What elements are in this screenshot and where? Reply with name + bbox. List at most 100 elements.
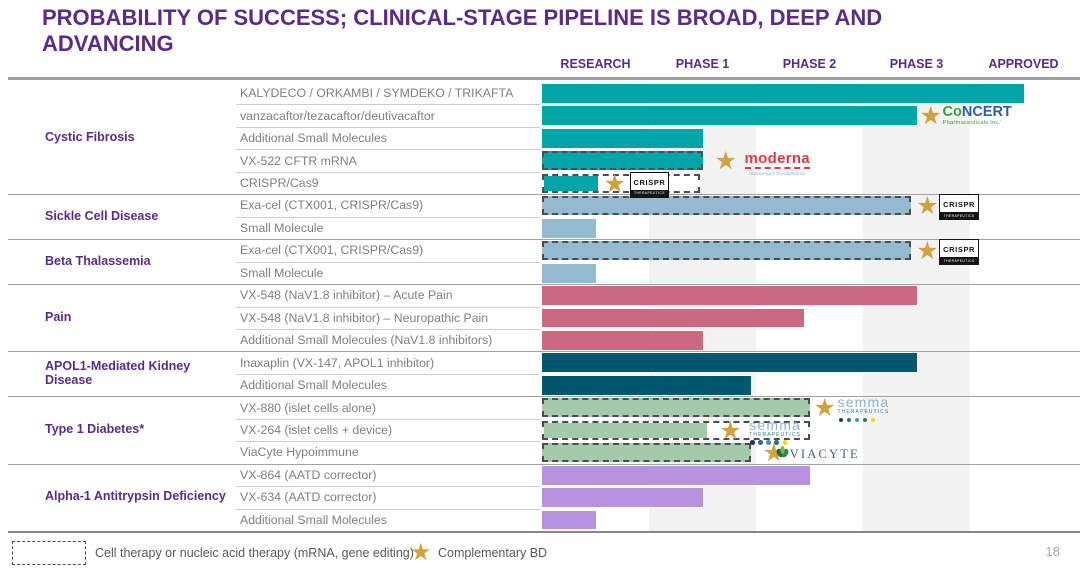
group-divider-line: [8, 396, 1080, 398]
pipeline-bar: [542, 465, 810, 485]
crispr-logo-name: CRISPR: [943, 200, 976, 210]
crispr-logo-name: CRISPR: [633, 177, 666, 187]
semma-dot: [750, 440, 755, 445]
pipeline-bar: [542, 330, 703, 350]
program-label: KALYDECO / ORKAMBI / SYMDEKO / TRIKAFTA: [240, 86, 514, 101]
program-label: Additional Small Molecules (NaV1.8 inhib…: [240, 333, 493, 348]
program-label: Additional Small Molecules: [240, 378, 387, 393]
semma-logo-subtext: THERAPEUTICS: [837, 409, 890, 416]
pipeline-chart: Cystic Fibrosis KALYDECO / ORKAMBI / SYMD…: [0, 82, 1080, 533]
crispr-logo-subtext: THERAPEUTICS: [940, 257, 979, 265]
group-divider-line: [8, 194, 1080, 196]
program-label: VX-264 (islet cells + device): [240, 422, 393, 437]
pipeline-bar-fill: [544, 422, 708, 438]
page-number: 18: [1045, 544, 1060, 559]
legend-complementary-bd-label: Complementary BD: [438, 546, 548, 560]
program-separator-line: [236, 486, 540, 488]
crispr-logo-subtext: THERAPEUTICS: [630, 189, 669, 197]
semma-logo-dots: [750, 440, 788, 445]
semma-therapeutics-logo: semma THERAPEUTICS: [837, 395, 890, 423]
semma-logo-name: semma: [749, 416, 802, 433]
pipeline-bar: [542, 353, 917, 373]
disease-label-type-1-diabetes-: Type 1 Diabetes*: [45, 422, 145, 437]
viacyte-logo-name: VIACYTE: [789, 447, 860, 462]
disease-label-pain: Pain: [45, 309, 72, 324]
program-label: Additional Small Molecules: [240, 512, 387, 527]
pipeline-bar: [542, 218, 596, 238]
semma-dot: [854, 417, 860, 423]
slide-title-line: PROBABILITY OF SUCCESS; CLINICAL-STAGE P…: [42, 5, 883, 30]
crispr-logo-name: CRISPR: [943, 245, 976, 255]
program-separator-line: [236, 441, 540, 443]
viacyte-logo: VIACYTE: [776, 445, 860, 464]
viacyte-leaf-icon: [776, 445, 789, 464]
disease-label-alpha-1-antitrypsin-deficiency: Alpha-1 Antitrypsin Deficiency: [45, 489, 226, 504]
disease-label-cystic-fibrosis: Cystic Fibrosis: [45, 130, 135, 145]
pipeline-bar: [542, 375, 751, 395]
program-separator-line: [236, 373, 540, 375]
disease-label-sickle-cell-disease: Sickle Cell Disease: [45, 208, 159, 223]
program-separator-line: [236, 171, 540, 173]
complementary-bd-star-icon: ★: [919, 102, 942, 131]
legend-dashed-box-icon: [12, 541, 86, 565]
program-separator-line: [236, 328, 540, 330]
column-header-phase-3: PHASE 3: [889, 57, 944, 71]
concert-logo-subtext: Pharmaceuticals Inc.’: [942, 120, 1002, 127]
semma-dot: [782, 440, 788, 445]
pipeline-bar: [542, 308, 805, 328]
program-label: Exa-cel (CTX001, CRISPR/Cas9): [240, 243, 424, 258]
moderna-logo: moderna messenger therapeutics: [744, 150, 810, 176]
pipeline-bar-fill: [544, 175, 598, 191]
program-label: CRISPR/Cas9: [240, 176, 319, 191]
pipeline-bar: [542, 443, 751, 463]
legend-cell-therapy-label: Cell therapy or nucleic acid therapy (mR…: [95, 546, 414, 560]
program-separator-line: [236, 508, 540, 510]
legend-star-icon: ★: [410, 539, 432, 566]
complementary-bd-star-icon: ★: [714, 147, 737, 176]
complementary-bd-star-icon: ★: [916, 192, 939, 221]
concert-logo-name: CoNCERT: [942, 104, 1012, 121]
program-label: VX-548 (NaV1.8 inhibitor) – Acute Pain: [240, 288, 453, 303]
semma-logo-subtext: THERAPEUTICS: [749, 431, 801, 438]
pipeline-bar: [542, 106, 917, 126]
complementary-bd-star-icon: ★: [916, 237, 939, 266]
semma-dot: [774, 440, 780, 445]
semma-therapeutics-logo: semma THERAPEUTICS: [749, 416, 802, 445]
program-label: VX-880 (islet cells alone): [240, 400, 377, 415]
pipeline-bar: [542, 84, 1024, 103]
column-header-approved: APPROVED: [988, 57, 1059, 71]
moderna-logo-name: moderna: [744, 150, 810, 170]
program-separator-line: [236, 126, 540, 128]
complementary-bd-star-icon: ★: [719, 416, 742, 445]
complementary-bd-star-icon: ★: [603, 169, 626, 198]
pipeline-bar: [542, 286, 917, 305]
program-label: vanzacaftor/tezacaftor/deutivacaftor: [240, 108, 435, 123]
slide-title: PROBABILITY OF SUCCESS; CLINICAL-STAGE P…: [42, 5, 1022, 58]
group-divider-line: [8, 239, 1080, 241]
semma-dot: [870, 417, 876, 423]
chart-bottom-border: [8, 531, 1080, 533]
slide-title-line: ADVANCING: [42, 31, 174, 57]
pipeline-bar: [542, 263, 596, 283]
program-separator-line: [236, 149, 540, 151]
group-divider-line: [8, 463, 1080, 465]
program-separator-line: [236, 261, 540, 263]
program-separator-line: [236, 418, 540, 420]
pipeline-bar: [542, 241, 912, 261]
disease-label-beta-thalassemia: Beta Thalassemia: [45, 253, 151, 268]
column-stripe-phase-3: [863, 82, 970, 531]
program-separator-line: [236, 216, 540, 218]
concert-logo-co: Co: [942, 104, 962, 121]
crispr-therapeutics-logo: CRISPR THERAPEUTICS: [939, 194, 980, 221]
program-separator-line: [236, 104, 540, 106]
program-label: Small Molecule: [240, 265, 324, 280]
semma-logo-dots: [838, 417, 876, 423]
program-label: VX-548 (NaV1.8 inhibitor) – Neuropathic …: [240, 310, 489, 325]
moderna-logo-subtext: messenger therapeutics: [749, 170, 806, 176]
program-label: VX-522 CFTR mRNA: [240, 153, 357, 168]
pipeline-bar: [542, 488, 703, 508]
pipeline-bar: [542, 151, 703, 171]
header-underline: [8, 77, 1080, 80]
pipeline-bar: [542, 510, 596, 530]
program-label: VX-864 (AATD corrector): [240, 467, 377, 482]
